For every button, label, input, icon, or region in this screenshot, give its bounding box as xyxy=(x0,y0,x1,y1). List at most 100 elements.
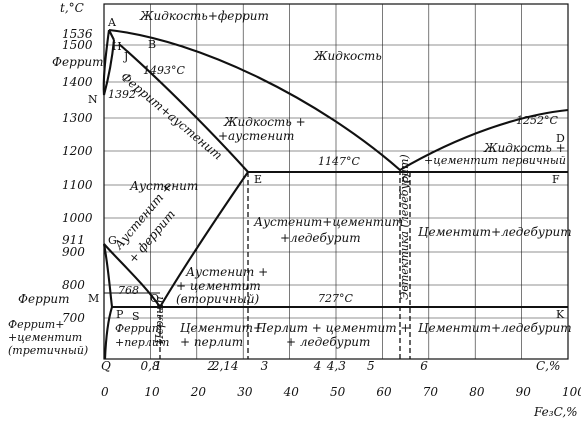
region-ferrite-austenite: Феррит+аустенит xyxy=(118,70,225,163)
region-ferr-cem-1: Феррит+ xyxy=(8,318,64,331)
region-liquid-ferrite: Жидкость+феррит xyxy=(139,9,269,23)
c-tick-label: 6 xyxy=(420,359,428,373)
y-tick-label: 911 xyxy=(62,233,85,247)
c-axis-title: С,% xyxy=(536,359,560,373)
fe3c-tick-label: 90 xyxy=(516,385,532,399)
region-ferr-perl-1: Феррит xyxy=(115,322,162,335)
temp-768: 768 xyxy=(118,284,139,297)
c-tick-label: 4 xyxy=(313,359,322,373)
region-pearlite: Перлит xyxy=(153,296,166,345)
point-labels: A H J B N D E C F G O S P K M xyxy=(88,16,565,323)
y-tick-label: 900 xyxy=(62,245,85,259)
fe3c-tick-label: 20 xyxy=(190,385,207,399)
region-eutectic: Эвтектика (ледебурит) xyxy=(398,154,411,300)
region-ferr-perl-2: +перлит xyxy=(115,336,169,349)
fe3c-tick-label: 50 xyxy=(330,385,346,399)
region-ferrite-top: Феррит xyxy=(52,55,104,69)
region-aust-cem-sec-3: (вторичный) xyxy=(176,292,260,306)
region-ferrite-m: Феррит xyxy=(18,292,70,306)
point-f: F xyxy=(552,173,560,186)
point-n: N xyxy=(88,93,98,106)
fe3c-axis: Fe₃C,% 0 10 20 30 40 50 60 70 80 90 100 xyxy=(101,385,581,419)
ferrite-boundary-an xyxy=(102,29,111,96)
point-m: M xyxy=(88,292,99,305)
point-j: J xyxy=(123,50,128,63)
gp-line xyxy=(102,243,114,308)
delta-gamma-boundary xyxy=(102,39,116,96)
point-b: B xyxy=(148,38,156,51)
point-s: S xyxy=(132,310,140,323)
grid xyxy=(104,4,568,359)
gs-line xyxy=(103,243,161,308)
region-aust-cem-sec-2: + цементит xyxy=(176,279,261,293)
point-p: P xyxy=(116,308,124,321)
region-cem-perl-1: Цементит+ xyxy=(180,321,263,335)
region-ferr-cem-2: +цементит xyxy=(8,331,82,344)
region-cem-led-upper: Цементит+ледебурит xyxy=(418,225,572,239)
region-perl-cem-led-1: Перлит + цементит + xyxy=(255,321,410,335)
y-tick-label: 1200 xyxy=(62,144,93,158)
c-tick-label: 5 xyxy=(367,359,375,373)
y-tick-label: 800 xyxy=(62,278,85,292)
region-aust-cem-sec-1: Аустенит + xyxy=(185,265,268,279)
region-cem-led-lower: Цементит+ледебурит xyxy=(418,321,572,335)
y-tick-label: 1000 xyxy=(62,211,93,225)
fe3c-tick-label: 60 xyxy=(376,385,392,399)
point-e: E xyxy=(254,173,262,186)
region-liquid-austenite-2: +аустенит xyxy=(218,129,294,143)
fe3c-tick-label: 70 xyxy=(423,385,439,399)
y-tick-label: 1300 xyxy=(62,111,93,125)
composition-markers xyxy=(159,170,411,359)
c-tick-label: 3 xyxy=(261,359,269,373)
temp-727: 727°C xyxy=(318,292,353,305)
temp-1147: 1147°C xyxy=(318,155,360,168)
point-k: K xyxy=(556,308,565,321)
point-a: A xyxy=(107,16,117,29)
point-d: D xyxy=(556,132,565,145)
region-perl-cem-led-2: + ледебурит xyxy=(286,335,370,349)
c-axis: С,% Q 0,81 22,14 3 4 4,3 5 6 xyxy=(101,359,560,373)
pq-line xyxy=(103,306,114,360)
region-aust-cem-led-2: +ледебурит xyxy=(280,231,361,245)
c-tick-label: 1 xyxy=(154,359,162,373)
point-c: C xyxy=(402,173,410,186)
region-liquid: Жидкость xyxy=(313,49,382,63)
region-cem-perl-2: + перлит xyxy=(180,335,243,349)
acm-line-es xyxy=(159,171,249,308)
c-tick-label: 0,8 xyxy=(141,359,160,373)
point-o: O xyxy=(150,292,159,305)
temp-1252: 1252°C xyxy=(516,114,558,127)
region-austenite: Аустенит xyxy=(129,179,198,193)
fe3c-tick-label: 40 xyxy=(283,385,300,399)
fe3c-tick-label: 100 xyxy=(562,385,581,399)
solidus-je xyxy=(118,43,249,173)
fe3c-tick-label: 0 xyxy=(101,385,109,399)
c-tick-label: 2 xyxy=(206,359,215,373)
temp-1493: 1493°C xyxy=(143,64,185,77)
y-tick-label: 700 xyxy=(62,311,85,325)
point-g: G xyxy=(108,234,117,247)
region-ferr-cem-3: (третичный) xyxy=(8,344,88,357)
y-tick-label: 1400 xyxy=(62,75,93,89)
y-tick-label: 1100 xyxy=(62,178,93,192)
c-tick-label: 4,3 xyxy=(326,359,346,373)
y-axis-title: t,°C xyxy=(60,1,84,15)
temp-1392: 1392 xyxy=(108,88,136,101)
c-tick-label: 2,14 xyxy=(211,359,239,373)
region-liquid-cementite-1: Жидкость + xyxy=(483,141,566,155)
region-liquid-austenite-1: Жидкость + xyxy=(223,115,306,129)
region-liquid-cementite-2: +цементит первичный xyxy=(424,154,566,167)
temperature-labels: 1493°C 1392 1252°C 1147°C 768 727°C xyxy=(108,64,558,305)
c-tick-label: Q xyxy=(101,359,111,373)
phase-boundaries xyxy=(102,28,569,360)
fe3c-axis-title: Fe₃C,% xyxy=(533,405,578,419)
liquidus-line xyxy=(108,28,569,172)
fe3c-tick-label: 10 xyxy=(144,385,160,399)
fe3c-tick-label: 80 xyxy=(469,385,485,399)
point-h: H xyxy=(112,40,122,53)
region-aust-cem-led-1: Аустенит+цементит xyxy=(253,215,403,229)
y-tick-label: 1500 xyxy=(62,38,93,52)
fe3c-tick-label: 30 xyxy=(237,385,253,399)
